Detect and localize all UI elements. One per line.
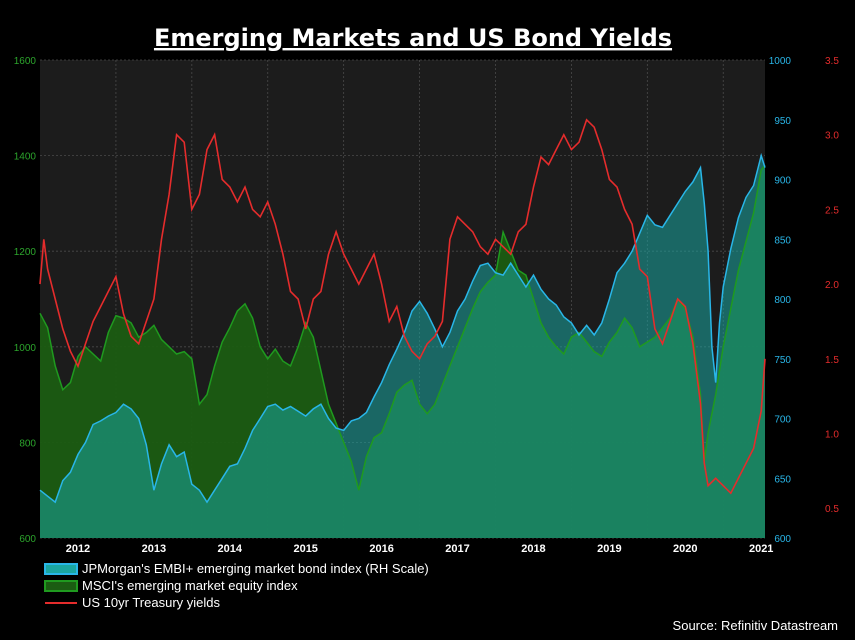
y-right-embi-tick-label-1: 650 <box>774 474 791 485</box>
y-right-treasury-tick-label-6: 3.5 <box>825 56 839 67</box>
y-left-tick-label-1: 800 <box>19 438 36 449</box>
line-msci-equity <box>39 164 766 491</box>
line-embi-bond <box>39 152 766 504</box>
y-right-treasury-tick-label-1: 1.0 <box>825 429 839 440</box>
y-right-treasury-tick-label-5: 3.0 <box>825 131 839 142</box>
x-tick-label-6: 2018 <box>521 543 545 555</box>
y-right-treasury-tick-label-2: 1.5 <box>825 355 839 366</box>
y-right-embi-tick-label-0: 600 <box>774 534 791 545</box>
y-right-embi-tick-label-8: 1000 <box>769 56 792 67</box>
y-left-tick-label-2: 1000 <box>14 343 37 354</box>
x-tick-label-8: 2020 <box>673 543 697 555</box>
legend-swatch-msci <box>44 580 78 592</box>
y-right-treasury-tick-label-0: 0.5 <box>825 504 839 515</box>
legend-label-treasury: US 10yr Treasury yields <box>82 595 220 610</box>
y-right-treasury-tick-label-3: 2.0 <box>825 280 839 291</box>
y-right-embi-tick-label-4: 800 <box>774 295 791 306</box>
source-note: Source: Refinitiv Datastream <box>673 618 838 633</box>
x-tick-label-2: 2014 <box>218 543 243 555</box>
y-right-embi-tick-label-5: 850 <box>774 235 791 246</box>
x-tick-label-4: 2016 <box>369 543 393 555</box>
x-tick-label-9: 2021 <box>749 543 773 555</box>
y-right-embi-tick-label-2: 700 <box>774 415 791 426</box>
x-tick-label-1: 2013 <box>142 543 166 555</box>
x-tick-label-0: 2012 <box>66 543 90 555</box>
y-right-treasury-tick-label-4: 2.5 <box>825 205 839 216</box>
y-right-embi-tick-label-6: 900 <box>774 176 791 187</box>
legend-swatch-embi <box>44 563 78 575</box>
legend-label-embi: JPMorgan's EMBI+ emerging market bond in… <box>82 561 429 576</box>
x-tick-label-7: 2019 <box>597 543 621 555</box>
series-layer <box>39 118 766 538</box>
chart-title: Emerging Markets and US Bond Yields <box>154 24 672 52</box>
y-right-embi-tick-label-7: 950 <box>774 116 791 127</box>
y-left-tick-label-5: 1600 <box>14 56 37 67</box>
legend: JPMorgan's EMBI+ emerging market bond in… <box>44 561 429 610</box>
legend-label-msci: MSCI's emerging market equity index <box>82 578 298 593</box>
x-tick-label-3: 2015 <box>293 543 317 555</box>
x-tick-label-5: 2017 <box>445 543 469 555</box>
y-right-embi-tick-label-3: 750 <box>774 355 791 366</box>
y-left-tick-label-4: 1400 <box>14 152 37 163</box>
y-left-tick-label-0: 600 <box>19 534 36 545</box>
y-left-tick-label-3: 1200 <box>14 247 37 258</box>
area-embi-bond <box>40 155 765 538</box>
line-treasury-yield <box>39 118 766 495</box>
axis-layer: 600 800 1000 1200 1400 1600 600 650 700 750 800 850… <box>14 56 840 555</box>
